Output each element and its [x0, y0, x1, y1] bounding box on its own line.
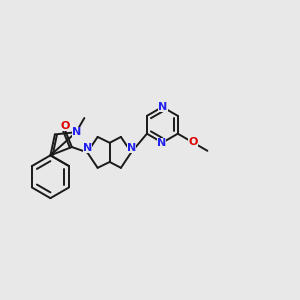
- Text: N: N: [72, 127, 81, 137]
- Text: N: N: [158, 102, 168, 112]
- Text: O: O: [60, 121, 69, 130]
- Text: N: N: [157, 138, 167, 148]
- Text: N: N: [83, 143, 92, 153]
- Text: O: O: [188, 137, 198, 147]
- Text: N: N: [127, 142, 136, 153]
